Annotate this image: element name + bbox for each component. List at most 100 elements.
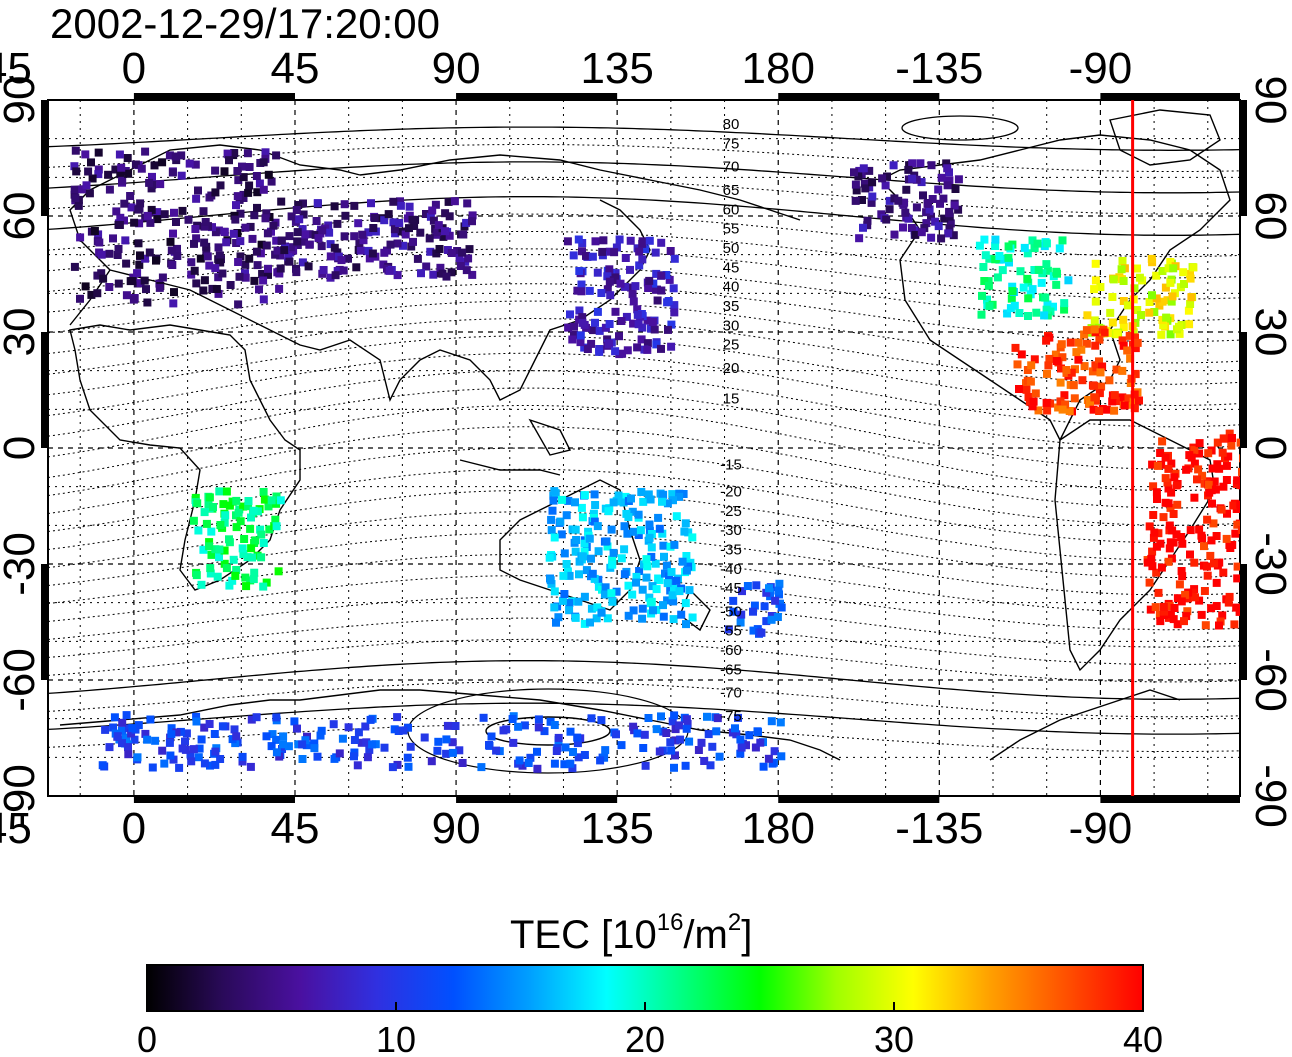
tec-pixel — [172, 218, 180, 226]
tec-pixel — [455, 746, 464, 755]
tec-pixel — [736, 618, 745, 627]
tec-pixel — [640, 730, 649, 739]
tec-pixel — [127, 729, 136, 738]
tec-pixel — [1152, 542, 1161, 551]
tec-pixel — [465, 245, 474, 254]
tec-pixel — [205, 493, 214, 502]
tec-pixel — [250, 211, 259, 220]
tec-pixel — [143, 298, 152, 307]
tec-pixel — [416, 228, 425, 237]
tec-pixel — [207, 191, 216, 200]
tec-pixel — [280, 246, 289, 255]
tec-pixel — [333, 219, 342, 228]
tec-pixel — [729, 596, 738, 605]
tec-pixel — [753, 727, 762, 736]
tec-pixel — [393, 271, 402, 280]
tec-pixel — [201, 218, 210, 226]
tec-pixel — [1052, 267, 1061, 276]
contour-label: 70 — [723, 159, 740, 176]
tec-pixel — [292, 206, 301, 214]
tec-pixel — [641, 245, 650, 254]
colorbar-tick-label: 20 — [625, 1019, 665, 1057]
tec-pixel — [574, 753, 583, 762]
tec-pixel — [1193, 475, 1201, 484]
tec-pixel — [130, 218, 139, 227]
tec-pixel — [259, 276, 268, 285]
tec-pixel — [1015, 385, 1023, 393]
tec-pixel — [259, 582, 268, 591]
tec-pixel — [925, 205, 934, 214]
tec-pixel — [207, 527, 216, 536]
tec-pixel — [731, 724, 739, 733]
magnetic-contour — [48, 702, 1240, 735]
tec-pixel — [1237, 526, 1240, 534]
tec-pixel — [246, 762, 255, 771]
tec-pixel — [564, 496, 573, 505]
tec-pixel — [861, 184, 870, 193]
tec-pixel — [1200, 542, 1208, 551]
tec-pixel — [367, 199, 375, 208]
tec-pixel — [1165, 602, 1174, 610]
tec-pixel — [244, 188, 253, 197]
tec-pixel — [1244, 483, 1252, 491]
tec-pixel — [1177, 597, 1186, 606]
tec-pixel — [70, 185, 79, 194]
tec-pixel — [210, 730, 219, 738]
contour-label: 60 — [723, 201, 740, 218]
tec-pixel — [1058, 353, 1067, 362]
tec-pixel — [312, 217, 321, 225]
tec-pixel — [580, 592, 589, 601]
tec-pixel — [1003, 309, 1012, 318]
contour-label: 15 — [723, 391, 740, 408]
tec-pixel — [612, 730, 620, 739]
tec-pixel — [450, 197, 459, 206]
tec-pixel — [350, 736, 359, 744]
tec-pixel — [1159, 321, 1168, 330]
tec-pixel — [299, 210, 308, 219]
tec-pixel — [1208, 464, 1217, 473]
tec-pixel — [1152, 488, 1161, 497]
tec-pixel — [72, 167, 81, 176]
tec-pixel — [277, 197, 286, 206]
tec-pixel — [912, 203, 921, 212]
tec-pixel — [629, 319, 638, 328]
tec-pixel — [1043, 300, 1052, 309]
tec-pixel — [665, 275, 674, 284]
tec-pixel — [485, 741, 494, 750]
tec-pixel — [1034, 265, 1043, 274]
tec-pixel — [265, 525, 274, 534]
axis-labels: 0045459090135135180180-135-135-90-90-45-… — [0, 44, 1292, 853]
tec-pixel — [571, 547, 580, 556]
tec-pixel — [1225, 541, 1234, 549]
colorbar-tick-label: 0 — [137, 1019, 157, 1057]
tec-pixel — [313, 199, 322, 208]
tec-pixel — [220, 518, 229, 527]
tec-pixel — [155, 283, 164, 292]
tec-pixel — [1228, 434, 1236, 442]
magnetic-contour — [48, 126, 1240, 151]
tec-pixel — [1276, 518, 1284, 526]
tec-pixel — [1264, 622, 1272, 630]
tec-pixel — [614, 491, 623, 500]
tec-pixel — [1060, 299, 1069, 308]
tec-pixel — [1253, 500, 1261, 508]
magnetic-contour — [48, 681, 1240, 718]
tec-pixel — [916, 159, 925, 168]
tec-pixel — [243, 149, 252, 158]
tec-pixel — [645, 276, 654, 285]
contour-label: -30 — [720, 522, 742, 539]
tec-pixel — [1279, 467, 1287, 475]
contour-label: -50 — [720, 603, 742, 620]
lat-label-left: 0 — [0, 436, 44, 460]
tec-pixel — [562, 560, 571, 568]
tec-pixel — [1078, 376, 1087, 385]
tec-pixel — [623, 529, 632, 538]
magnetic-contour — [48, 724, 1240, 752]
tec-pixel — [991, 235, 1000, 244]
tec-pixel — [302, 741, 311, 750]
tec-pixel — [350, 201, 359, 210]
tec-pixel — [78, 185, 87, 194]
tec-pixel — [238, 162, 246, 171]
tec-pixel — [639, 744, 648, 752]
tec-pixel — [229, 229, 238, 238]
